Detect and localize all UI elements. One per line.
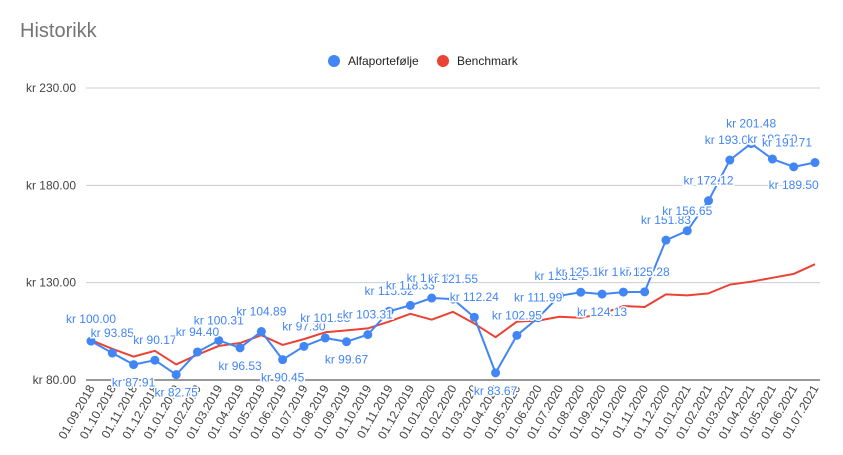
data-label: kr 191.71 — [762, 136, 812, 150]
data-point-alfaportefolje[interactable] — [512, 330, 522, 340]
data-point-alfaportefolje[interactable] — [342, 337, 352, 347]
data-label: kr 93.85 — [91, 326, 135, 340]
data-label: kr 111.99 — [514, 291, 563, 305]
data-label: kr 100.00 — [66, 312, 116, 326]
data-point-alfaportefolje[interactable] — [469, 312, 479, 322]
data-label: kr 124.13 — [577, 305, 627, 319]
data-label: kr 104.89 — [236, 305, 286, 319]
data-label: kr 118.33 — [386, 278, 435, 292]
data-label: kr 83.67 — [474, 384, 518, 398]
data-point-alfaportefolje[interactable] — [192, 347, 202, 357]
y-tick-label: kr 130.00 — [26, 276, 76, 290]
data-point-alfaportefolje[interactable] — [576, 287, 586, 297]
data-label: kr 94.40 — [176, 325, 220, 339]
data-point-alfaportefolje[interactable] — [682, 226, 692, 236]
data-label: kr 96.53 — [218, 359, 262, 373]
legend-marker-benchmark — [437, 55, 449, 67]
data-label: kr 87.91 — [112, 376, 156, 390]
data-label: kr 90.45 — [261, 371, 305, 385]
data-label: kr 193.00 — [705, 133, 755, 147]
data-label: kr 100.31 — [194, 313, 244, 327]
data-point-alfaportefolje[interactable] — [363, 330, 373, 340]
data-point-alfaportefolje[interactable] — [767, 154, 777, 164]
y-axis: kr 80.00 kr 130.00 kr 180.00 kr 230.00 — [26, 81, 76, 387]
series-line-benchmark — [90, 263, 816, 366]
data-point-alfaportefolje[interactable] — [640, 287, 650, 297]
data-label: kr 125.17 — [598, 265, 648, 279]
legend-marker-alfaportefolje — [328, 55, 340, 67]
data-point-alfaportefolje[interactable] — [427, 293, 437, 303]
series-layer — [86, 139, 820, 380]
chart-title: Historikk — [20, 20, 98, 42]
data-label: kr 99.67 — [325, 353, 369, 367]
data-point-alfaportefolje[interactable] — [491, 368, 501, 378]
legend: Alfaportefølje Benchmark — [328, 54, 519, 68]
data-label: kr 156.65 — [662, 204, 712, 218]
data-point-alfaportefolje[interactable] — [278, 355, 288, 365]
data-point-alfaportefolje[interactable] — [256, 327, 266, 337]
y-tick-label: kr 230.00 — [26, 81, 76, 95]
data-point-alfaportefolje[interactable] — [129, 360, 139, 370]
y-tick-label: kr 80.00 — [33, 373, 77, 387]
data-point-alfaportefolje[interactable] — [810, 158, 820, 168]
data-label: kr 172.12 — [684, 174, 734, 188]
data-point-alfaportefolje[interactable] — [597, 289, 607, 299]
data-label: kr 201.48 — [726, 117, 776, 131]
data-label: kr 151.83 — [641, 213, 691, 227]
data-point-alfaportefolje[interactable] — [405, 300, 415, 310]
data-point-alfaportefolje[interactable] — [171, 370, 181, 380]
data-point-alfaportefolje[interactable] — [554, 291, 564, 301]
data-label: kr 101.58 — [300, 311, 350, 325]
data-point-alfaportefolje[interactable] — [704, 196, 714, 206]
data-label: kr 193.50 — [747, 132, 797, 146]
data-point-alfaportefolje[interactable] — [107, 348, 117, 358]
data-label: kr 121.55 — [428, 272, 478, 286]
data-point-alfaportefolje[interactable] — [661, 235, 671, 245]
data-point-alfaportefolje[interactable] — [448, 294, 458, 304]
data-point-alfaportefolje[interactable] — [150, 355, 160, 365]
data-point-alfaportefolje[interactable] — [533, 313, 543, 323]
data-point-alfaportefolje[interactable] — [789, 162, 799, 172]
data-label: kr 189.50 — [769, 178, 819, 192]
gridlines — [86, 87, 820, 381]
data-label: kr 97.30 — [282, 319, 326, 333]
y-tick-label: kr 180.00 — [26, 178, 76, 192]
data-label: kr 123.24 — [534, 269, 584, 283]
data-label: kr 122.12 — [407, 271, 457, 285]
data-label: kr 90.17 — [133, 333, 177, 347]
legend-label-benchmark: Benchmark — [457, 54, 519, 68]
data-point-alfaportefolje[interactable] — [384, 306, 394, 316]
data-point-alfaportefolje[interactable] — [320, 333, 330, 343]
data-label: kr 103.31 — [343, 308, 393, 322]
data-label: kr 112.24 — [450, 290, 499, 304]
data-point-alfaportefolje[interactable] — [86, 336, 96, 346]
data-label: kr 125.28 — [620, 265, 670, 279]
data-point-alfaportefolje[interactable] — [746, 139, 756, 149]
data-point-alfaportefolje[interactable] — [618, 287, 628, 297]
data-label: kr 115.32 — [365, 284, 414, 298]
data-point-alfaportefolje[interactable] — [214, 335, 224, 345]
data-point-alfaportefolje[interactable] — [235, 343, 245, 353]
data-point-alfaportefolje[interactable] — [299, 341, 309, 351]
data-label: kr 125.10 — [556, 265, 606, 279]
legend-label-alfaportefolje: Alfaportefølje — [348, 54, 419, 68]
data-point-alfaportefolje[interactable] — [725, 155, 735, 165]
data-label: kr 102.95 — [492, 308, 542, 322]
data-label: kr 82.75 — [154, 386, 198, 400]
